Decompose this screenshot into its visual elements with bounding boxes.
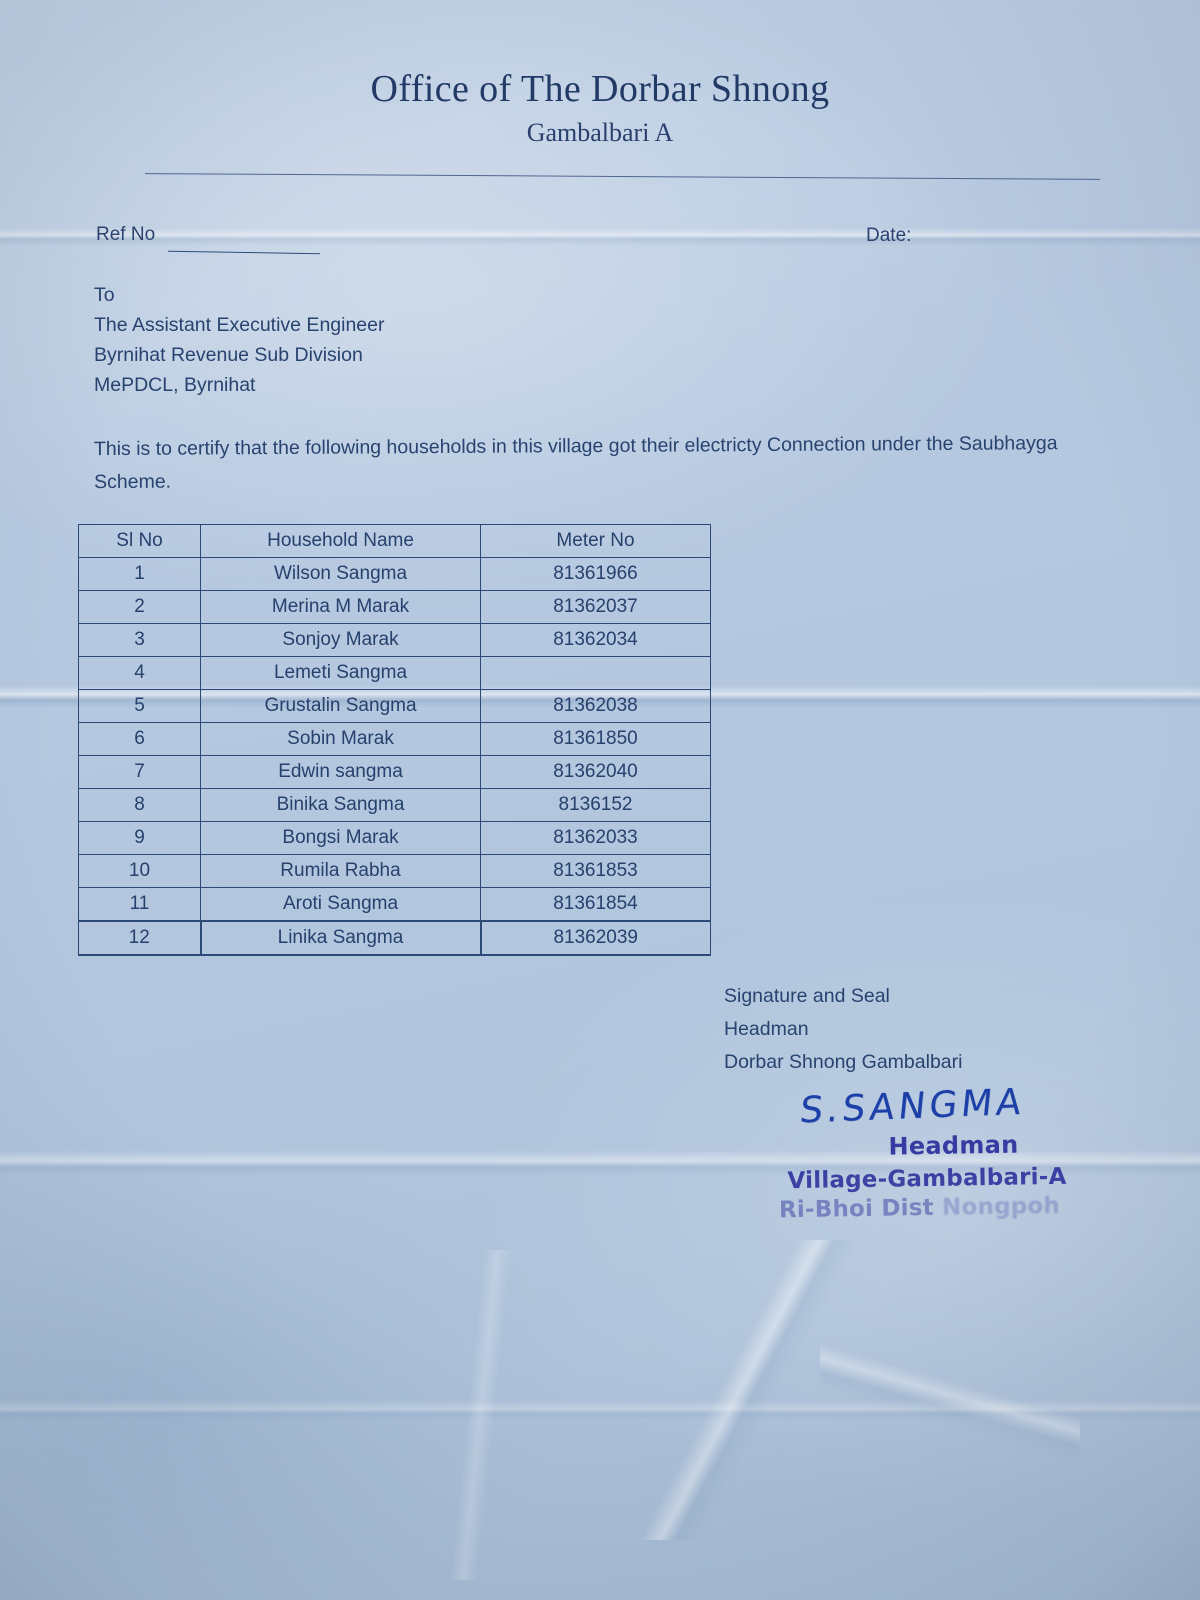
paper-crease [390, 1250, 570, 1580]
cell-household-name: Grustalin Sangma [200, 689, 481, 723]
signature-line-dorbar: Dorbar Shnong Gambalbari [724, 1051, 963, 1073]
table-header-row: Sl No Household Name Meter No [78, 524, 711, 558]
table-row: 4 Lemeti Sangma [78, 656, 711, 690]
cell-meter-no: 81362039 [480, 920, 711, 956]
cell-meter-no [480, 656, 711, 690]
cell-meter-no: 81362034 [480, 623, 711, 657]
cell-meter-no: 81362037 [480, 590, 711, 624]
paper-crease [0, 1400, 1200, 1420]
table-row: 3 Sonjoy Marak 81362034 [78, 623, 711, 657]
stamp-district-faded: Nongpoh [941, 1192, 1061, 1221]
cell-household-name: Aroti Sangma [200, 887, 481, 922]
cell-meter-no: 81361854 [480, 887, 711, 922]
cell-household-name: Bongsi Marak [200, 821, 481, 855]
households-table: Sl No Household Name Meter No 1 Wilson Sangm… [78, 524, 711, 956]
stamp-line-village: Village-Gambalbari-A [787, 1163, 1067, 1195]
paper-crease [0, 228, 1200, 246]
table-row: 7 Edwin sangma 81362040 [78, 755, 711, 789]
cell-sl-no: 7 [78, 755, 201, 789]
organization-subtitle: Gambalbari A [526, 117, 674, 147]
signature-line-seal: Signature and Seal [724, 985, 890, 1007]
table-row: 8 Binika Sangma 8136152 [78, 788, 711, 822]
table-row: 5 Grustalin Sangma 81362038 [78, 689, 711, 723]
cell-sl-no: 8 [78, 788, 201, 822]
cell-household-name: Wilson Sangma [200, 557, 481, 591]
cell-household-name: Edwin sangma [200, 755, 481, 789]
cell-meter-no: 81361850 [480, 722, 711, 756]
paper-crease [560, 1240, 920, 1540]
households-table-container: Sl No Household Name Meter No 1 Wilson Sangm… [78, 524, 711, 956]
table-row: 12 Linika Sangma 81362039 [78, 920, 711, 956]
column-header-meter-no: Meter No [480, 524, 711, 558]
cell-sl-no: 4 [78, 656, 201, 690]
addressee-line-office: MePDCL, Byrnihat [94, 374, 256, 396]
cell-household-name: Binika Sangma [200, 788, 481, 822]
stamp-line-district: Ri-Bhoi Dist Nongpoh [762, 1193, 1076, 1224]
table-row: 9 Bongsi Marak 81362033 [78, 821, 711, 855]
ref-no-blank-line [168, 250, 320, 255]
cell-meter-no: 81362040 [480, 755, 711, 789]
addressee-block: To The Assistant Executive Engineer Byrn… [94, 280, 385, 400]
header-divider-rule [145, 173, 1100, 180]
ref-no-label: Ref No [96, 224, 156, 245]
cell-sl-no: 11 [78, 887, 201, 922]
addressee-line-to: To [94, 284, 115, 306]
column-header-household-name: Household Name [200, 524, 481, 558]
cell-meter-no: 81362033 [480, 821, 711, 855]
cell-sl-no: 10 [78, 854, 201, 888]
table-row: 10 Rumila Rabha 81361853 [78, 854, 711, 888]
cell-sl-no: 3 [78, 623, 201, 657]
addressee-line-division: Byrnihat Revenue Sub Division [94, 344, 363, 366]
handwritten-signature: S.SANGMA [797, 1081, 1027, 1132]
stamp-line-headman: Headman [888, 1130, 1019, 1161]
table-row: 11 Aroti Sangma 81361854 [78, 887, 711, 922]
table-row: 2 Merina M Marak 81362037 [78, 590, 711, 624]
cell-household-name: Sonjoy Marak [200, 623, 481, 657]
cell-meter-no: 8136152 [480, 788, 711, 822]
table-row: 1 Wilson Sangma 81361966 [78, 557, 711, 591]
cell-sl-no: 2 [78, 590, 201, 624]
signature-line-headman: Headman [724, 1018, 809, 1040]
cell-sl-no: 9 [78, 821, 201, 855]
cell-sl-no: 6 [78, 722, 201, 756]
column-header-sl-no: Sl No [78, 524, 201, 558]
cell-sl-no: 5 [78, 689, 201, 723]
cell-meter-no: 81362038 [480, 689, 711, 723]
date-label: Date: [866, 225, 912, 246]
cell-sl-no: 12 [78, 920, 201, 956]
table-row: 6 Sobin Marak 81361850 [78, 722, 711, 756]
letterhead: Office of The Dorbar Shnong Gambalbari A [0, 68, 1200, 148]
certificate-body-paragraph: This is to certify that the following ho… [93, 432, 1058, 494]
cell-household-name: Lemeti Sangma [200, 656, 481, 690]
cell-household-name: Sobin Marak [200, 722, 481, 756]
cell-household-name: Merina M Marak [200, 590, 481, 624]
cell-sl-no: 1 [78, 557, 201, 591]
cell-meter-no: 81361853 [480, 854, 711, 888]
paper-crease [820, 1250, 1080, 1540]
cell-meter-no: 81361966 [480, 557, 711, 591]
stamp-district-visible: Ri-Bhoi Dist [778, 1194, 935, 1224]
cell-household-name: Linika Sangma [199, 920, 482, 956]
official-rubber-stamp: Headman Village-Gambalbari-A Ri-Bhoi Dis… [761, 1129, 1092, 1224]
cell-household-name: Rumila Rabha [200, 854, 481, 888]
households-table-body: Sl No Household Name Meter No 1 Wilson Sangm… [78, 524, 711, 956]
signature-block: Signature and Seal Headman Dorbar Shnong… [724, 980, 962, 1079]
organization-title: Office of The Dorbar Shnong [370, 68, 830, 110]
addressee-line-designation: The Assistant Executive Engineer [94, 314, 385, 336]
